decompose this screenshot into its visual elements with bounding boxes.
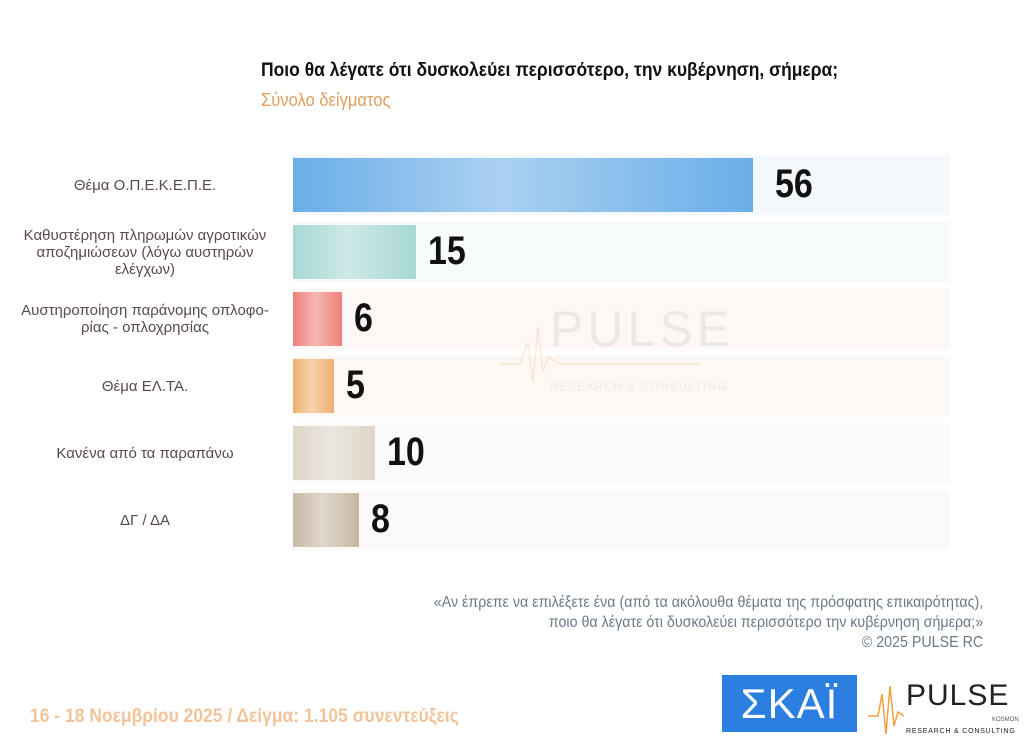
category-label-box: Κανένα από τα παραπάνω [10,423,280,483]
bar-row: Θέμα Ο.Π.Ε.Κ.Ε.Π.Ε. 56 [0,155,1035,215]
data-label: 15 [428,229,467,273]
bar-row: Θέμα ΕΛ.ΤΑ. 5 [0,356,1035,416]
note-line-2: ποιο θα λέγατε ότι δυσκολεύει περισσότερ… [548,614,983,631]
category-label: ΔΓ / ΔΑ [120,511,170,529]
data-label: 5 [346,363,365,407]
category-label-box: ΔΓ / ΔΑ [10,490,280,550]
category-label: Θέμα ΕΛ.ΤΑ. [101,377,189,395]
svg-text:RESEARCH & CONSULTING: RESEARCH & CONSULTING [906,728,1016,735]
bar-row: ΔΓ / ΔΑ 8 [0,490,1035,550]
data-label: 8 [370,497,390,541]
category-label: Καθυστέρηση πληρωμών αγροτικών αποζημιώσ… [23,226,267,278]
svg-text:PULSE: PULSE [906,679,1009,712]
category-label: Κανένα από τα παραπάνω [56,444,234,462]
svg-text:PULSE: PULSE [550,301,734,357]
data-label: 10 [387,430,425,474]
category-label-box: Θέμα Ο.Π.Ε.Κ.Ε.Π.Ε. [10,155,280,215]
bar [293,359,335,413]
pulse-logo: PULSE KOSMON RESEARCH & CONSULTING [868,679,1019,735]
category-label-box: Θέμα ΕΛ.ΤΑ. [10,356,280,416]
note-line-1: «Αν έπρεπε να επιλέξετε ένα (από τα ακόλ… [433,594,983,611]
row-background [293,490,950,550]
category-label: Θέμα Ο.Π.Ε.Κ.Ε.Π.Ε. [73,176,217,194]
svg-text:KOSMON: KOSMON [992,717,1019,723]
survey-footer: 16 - 18 Νοεμβρίου 2025 / Δείγμα: 1.105 σ… [30,706,459,727]
bar [293,426,376,480]
category-label-box: Αυστηροποίηση παράνομης οπλοφο-ρίας - οπ… [10,289,280,349]
data-label: 56 [775,162,813,206]
bar-row: Καθυστέρηση πληρωμών αγροτικών αποζημιώσ… [0,222,1035,282]
bar-row: Κανένα από τα παραπάνω 10 [0,423,1035,483]
bar [293,158,753,212]
row-background [293,356,950,416]
bar-row: Αυστηροποίηση παράνομης οπλοφο-ρίας - οπ… [0,289,1035,349]
category-label-box: Καθυστέρηση πληρωμών αγροτικών αποζημιώσ… [10,222,280,282]
data-label: 6 [354,296,374,340]
row-background [293,423,950,483]
skai-logo: ΣΚΑΪ [722,675,857,732]
question-note: «Αν έπρεπε να επιλέξετε ένα (από τα ακόλ… [434,593,983,653]
bar [293,292,343,346]
copyright: © 2025 PULSE RC [861,634,983,651]
row-background [293,289,950,349]
chart-title: Ποιο θα λέγατε ότι δυσκολεύει περισσότερ… [261,60,839,81]
bar [293,493,359,547]
svg-text:RESEARCH & CONSULTING: RESEARCH & CONSULTING [550,381,727,393]
bar [293,225,417,279]
category-label: Αυστηροποίηση παράνομης οπλοφο-ρίας - οπ… [21,302,269,336]
pulse-watermark: PULSE RESEARCH & CONSULTING [500,301,734,393]
chart-subtitle: Σύνολο δείγματος [261,90,391,110]
